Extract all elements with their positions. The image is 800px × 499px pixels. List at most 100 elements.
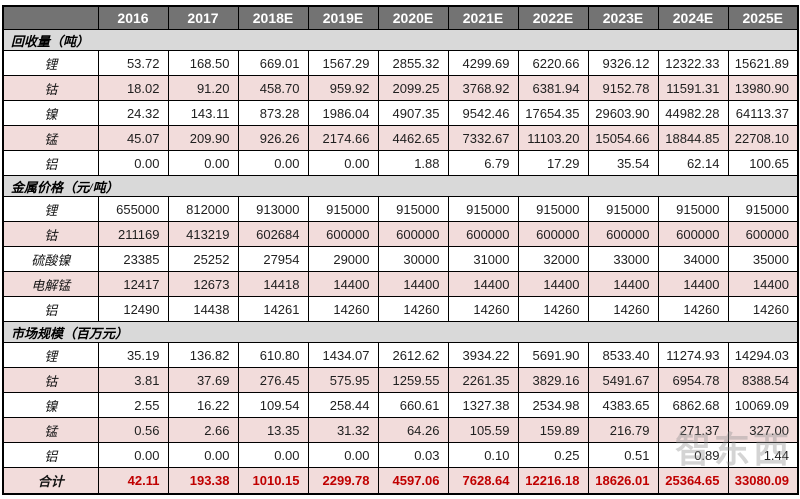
year-header-2020e: 2020E (377, 5, 449, 30)
data-cell: 14260 (377, 296, 449, 322)
row-label: 镍 (2, 392, 99, 418)
data-cell: 18.02 (97, 75, 169, 101)
data-cell: 0.89 (657, 442, 729, 468)
row-label: 电解锰 (2, 271, 99, 297)
data-cell: 0.00 (307, 442, 379, 468)
row-label: 铝 (2, 442, 99, 468)
total-cell: 7628.64 (447, 467, 519, 494)
data-cell: 0.00 (237, 442, 309, 468)
table-row: 硫酸镍 23385 25252 27954 29000 30000 31000 32000 33… (2, 246, 799, 272)
data-cell: 610.80 (237, 342, 309, 368)
year-header-2016: 2016 (97, 5, 169, 30)
data-cell: 14260 (517, 296, 589, 322)
data-cell: 209.90 (167, 125, 239, 151)
data-cell: 4907.35 (377, 100, 449, 126)
data-cell: 29603.90 (587, 100, 659, 126)
total-cell: 12216.18 (517, 467, 589, 494)
data-cell: 216.79 (587, 417, 659, 443)
table-row: 钴 18.02 91.20 458.70 959.92 2099.25 3768.92 638… (2, 75, 799, 101)
data-cell: 14260 (727, 296, 799, 322)
data-cell: 2.55 (97, 392, 169, 418)
data-cell: 159.89 (517, 417, 589, 443)
data-cell: 44982.28 (657, 100, 729, 126)
data-cell: 0.00 (97, 150, 169, 176)
data-cell: 12673 (167, 271, 239, 297)
data-cell: 2261.35 (447, 367, 519, 393)
data-cell: 27954 (237, 246, 309, 272)
data-cell: 873.28 (237, 100, 309, 126)
data-cell: 4383.65 (587, 392, 659, 418)
row-label: 锰 (2, 417, 99, 443)
year-header-2021e: 2021E (447, 5, 519, 30)
data-cell: 14260 (657, 296, 729, 322)
total-cell: 4597.06 (377, 467, 449, 494)
data-cell: 1986.04 (307, 100, 379, 126)
data-cell: 14400 (447, 271, 519, 297)
metal-recycling-table: 2016 2017 2018E 2019E 2020E 2021E 2022E 2023E 20… (2, 5, 799, 495)
section-title: 市场规模（百万元） (2, 321, 799, 343)
row-label: 钴 (2, 221, 99, 247)
data-cell: 25252 (167, 246, 239, 272)
data-cell: 14400 (377, 271, 449, 297)
data-cell: 600000 (727, 221, 799, 247)
row-label: 钴 (2, 367, 99, 393)
data-cell: 12322.33 (657, 50, 729, 76)
data-cell: 8388.54 (727, 367, 799, 393)
data-cell: 91.20 (167, 75, 239, 101)
year-header-2017: 2017 (167, 5, 239, 30)
data-cell: 2855.32 (377, 50, 449, 76)
table-row: 电解锰 12417 12673 14418 14400 14400 14400 14400 14… (2, 271, 799, 297)
data-cell: 0.56 (97, 417, 169, 443)
row-label: 镍 (2, 100, 99, 126)
data-cell: 10069.09 (727, 392, 799, 418)
data-cell: 34000 (657, 246, 729, 272)
year-header-2019e: 2019E (307, 5, 379, 30)
data-cell: 6862.68 (657, 392, 729, 418)
data-cell: 14400 (657, 271, 729, 297)
data-cell: 0.00 (237, 150, 309, 176)
data-cell: 14261 (237, 296, 309, 322)
data-cell: 23385 (97, 246, 169, 272)
table-row: 钴 3.81 37.69 276.45 575.95 1259.55 2261.35 3829… (2, 367, 799, 393)
data-cell: 9542.46 (447, 100, 519, 126)
data-cell: 6.79 (447, 150, 519, 176)
data-cell: 16.22 (167, 392, 239, 418)
data-cell: 30000 (377, 246, 449, 272)
data-cell: 276.45 (237, 367, 309, 393)
data-cell: 14400 (587, 271, 659, 297)
data-cell: 17.29 (517, 150, 589, 176)
section-header-row: 金属价格（元/吨） (2, 175, 799, 197)
table-row: 锰 45.07 209.90 926.26 2174.66 4462.65 7332.67 1… (2, 125, 799, 151)
data-cell: 12417 (97, 271, 169, 297)
year-header-2023e: 2023E (587, 5, 659, 30)
data-cell: 600000 (517, 221, 589, 247)
table-row: 铝 0.00 0.00 0.00 0.00 1.88 6.79 17.29 35.54 62.14… (2, 150, 799, 176)
total-cell: 42.11 (97, 467, 169, 494)
data-cell: 1.88 (377, 150, 449, 176)
data-cell: 915000 (587, 196, 659, 222)
data-cell: 959.92 (307, 75, 379, 101)
data-cell: 915000 (517, 196, 589, 222)
row-label: 钴 (2, 75, 99, 101)
data-cell: 915000 (727, 196, 799, 222)
data-cell: 8533.40 (587, 342, 659, 368)
data-cell: 271.37 (657, 417, 729, 443)
data-cell: 1567.29 (307, 50, 379, 76)
data-cell: 18844.85 (657, 125, 729, 151)
total-cell: 25364.65 (657, 467, 729, 494)
data-cell: 33000 (587, 246, 659, 272)
row-label: 锂 (2, 342, 99, 368)
data-cell: 812000 (167, 196, 239, 222)
data-cell: 11591.31 (657, 75, 729, 101)
data-cell: 3829.16 (517, 367, 589, 393)
data-cell: 1.44 (727, 442, 799, 468)
data-cell: 14400 (517, 271, 589, 297)
table-row: 锂 53.72 168.50 669.01 1567.29 2855.32 4299.69 6… (2, 50, 799, 76)
data-cell: 62.14 (657, 150, 729, 176)
data-cell: 14260 (587, 296, 659, 322)
total-cell: 33080.09 (727, 467, 799, 494)
data-cell: 915000 (657, 196, 729, 222)
data-cell: 53.72 (97, 50, 169, 76)
data-cell: 458.70 (237, 75, 309, 101)
